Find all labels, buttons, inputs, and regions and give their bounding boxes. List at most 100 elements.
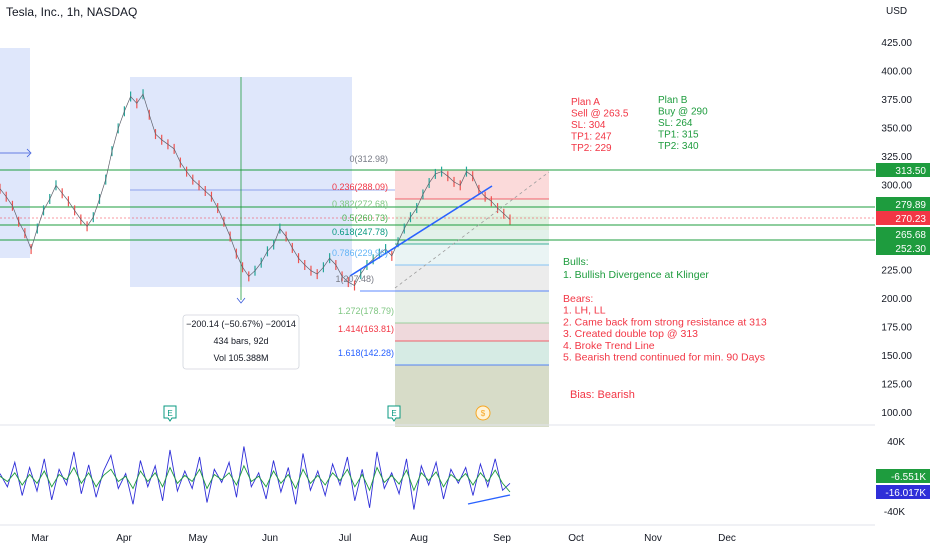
bulls-line: Bulls: — [563, 256, 589, 268]
price-tick-label: 350.00 — [881, 123, 912, 134]
price-tick-label: 400.00 — [881, 66, 912, 77]
fib-level-label: 0.236(288.09) — [332, 182, 388, 192]
price-badge-label: 313.50 — [895, 166, 926, 177]
price-tick-label: 375.00 — [881, 95, 912, 106]
price-badge: -6.551K — [876, 469, 930, 483]
klinger-oscillator — [0, 446, 511, 510]
price-badge: 279.89 — [876, 197, 930, 211]
chart-zones — [0, 48, 549, 427]
bears-note[interactable]: Bears:1. LH, LL2. Came back from strong … — [563, 293, 767, 364]
earnings-marker-1[interactable]: E — [163, 405, 177, 422]
bears-line: 3. Created double top @ 313 — [563, 328, 698, 340]
plan-a-line: TP1: 247 — [571, 132, 612, 143]
price-tick-label: 200.00 — [881, 294, 912, 305]
plan-b-line: Buy @ 290 — [658, 107, 708, 118]
measure-change: −200.14 (−50.67%) −20014 — [186, 319, 296, 329]
price-badge-label: 279.89 — [895, 200, 926, 211]
plan-b-line: TP2: 340 — [658, 141, 699, 152]
price-badge: 265.68 — [876, 227, 930, 241]
bias-note[interactable]: Bias: Bearish — [570, 389, 635, 401]
time-tick-label: Oct — [568, 533, 584, 544]
osc-tick-label: -40K — [884, 507, 905, 518]
price-tick-label: 225.00 — [881, 266, 912, 277]
time-tick-label: May — [189, 533, 208, 544]
bears-line: 5. Bearish trend continued for min. 90 D… — [563, 352, 765, 364]
plan-b-line: TP1: 315 — [658, 130, 699, 141]
measure-bars: 434 bars, 92d — [213, 336, 268, 346]
bulls-line: 1. Bullish Divergence at Klinger — [563, 269, 709, 281]
earnings-marker-2[interactable]: E — [387, 405, 401, 422]
measure-tooltip: −200.14 (−50.67%) −20014 434 bars, 92d V… — [182, 314, 300, 370]
fib-level-label: 1(207.48) — [335, 274, 374, 284]
plan-a-line: Plan A — [571, 97, 600, 108]
divergence-line — [467, 494, 511, 505]
symbol-title[interactable]: Tesla, Inc., 1h, NASDAQ — [6, 5, 138, 19]
time-axis[interactable]: Mar Apr May Jun Jul Aug Sep Oct Nov Dec — [31, 533, 736, 544]
time-tick-label: Jul — [339, 533, 352, 544]
measure-volume: Vol 105.388M — [213, 353, 268, 363]
plan-a-line: Sell @ 263.5 — [571, 109, 629, 120]
price-tick-label: 175.00 — [881, 323, 912, 334]
svg-text:E: E — [167, 409, 172, 418]
fib-zone-1414-1618 — [395, 341, 549, 365]
price-tick-label: 100.00 — [881, 408, 912, 419]
fib-level-label: 1.272(178.79) — [338, 306, 394, 316]
fib-level-label: 0.382(272.68) — [332, 199, 388, 209]
price-tick-label: 150.00 — [881, 351, 912, 362]
fib-level-label: 0.618(247.78) — [332, 227, 388, 237]
svg-text:E: E — [391, 409, 396, 418]
osc-tick-label: 40K — [887, 437, 905, 448]
bears-line: 1. LH, LL — [563, 305, 606, 317]
time-tick-label: Jun — [262, 533, 278, 544]
fib-labels: 0(312.98) 0.236(288.09) 0.382(272.68) 0.5(2… — [332, 154, 394, 358]
fib-zone-618-786 — [395, 244, 549, 265]
price-badge-label: 270.23 — [895, 214, 926, 225]
plan-b-line: SL: 264 — [658, 118, 693, 129]
currency-label: USD — [886, 6, 908, 17]
trend-line[interactable] — [349, 185, 493, 277]
price-badge: 270.23 — [876, 211, 930, 225]
time-tick-label: Sep — [493, 533, 511, 544]
fib-level-label: 1.618(142.28) — [338, 348, 394, 358]
price-tick-label: 125.00 — [881, 380, 912, 391]
price-badge-label: 252.30 — [895, 244, 926, 255]
bears-line: Bears: — [563, 293, 593, 305]
fib-zone-1-1272 — [395, 291, 549, 323]
fib-trend-dashed — [394, 171, 550, 289]
price-badge: 252.30 — [876, 241, 930, 255]
oscillator-axis: 40K -40K — [884, 437, 905, 518]
price-badge: -16.017K — [876, 485, 930, 499]
time-tick-label: Apr — [116, 533, 132, 544]
klinger-signal-line — [0, 464, 511, 493]
price-badges: 313.50 279.89 270.23 265.68 252.30 -6.551K -16… — [876, 163, 930, 499]
plan-b-line: Plan B — [658, 95, 688, 106]
plan-a-line: TP2: 229 — [571, 143, 612, 154]
fib-zone-786-1 — [395, 265, 549, 291]
fib-level-label: 0.5(260.73) — [342, 213, 388, 223]
time-tick-label: Dec — [718, 533, 736, 544]
price-badge: 313.50 — [876, 163, 930, 177]
price-line — [0, 93, 511, 286]
time-tick-label: Nov — [644, 533, 662, 544]
price-series — [0, 89, 511, 291]
price-badge-label: -16.017K — [885, 488, 926, 499]
fib-zone-0-236 — [395, 170, 549, 199]
fib-level-label: 1.414(163.81) — [338, 324, 394, 334]
price-tick-label: 425.00 — [881, 38, 912, 49]
time-tick-label: Aug — [410, 533, 428, 544]
fib-level-label: 0.786(229.96) — [332, 248, 388, 258]
price-tick-label: 325.00 — [881, 152, 912, 163]
bears-line: 2. Came back from strong resistance at 3… — [563, 316, 767, 328]
dividend-marker[interactable]: $ — [475, 405, 491, 421]
bears-line: 4. Broke Trend Line — [563, 340, 655, 352]
fib-zone-1272-1414 — [395, 323, 549, 341]
price-badge-label: -6.551K — [891, 472, 926, 483]
bulls-note[interactable]: Bulls:1. Bullish Divergence at Klinger — [563, 256, 709, 281]
fib-zone-beyond — [395, 365, 549, 427]
support-resistance-lines — [0, 77, 875, 366]
time-tick-label: Mar — [31, 533, 49, 544]
fib-level-label: 0(312.98) — [349, 154, 388, 164]
